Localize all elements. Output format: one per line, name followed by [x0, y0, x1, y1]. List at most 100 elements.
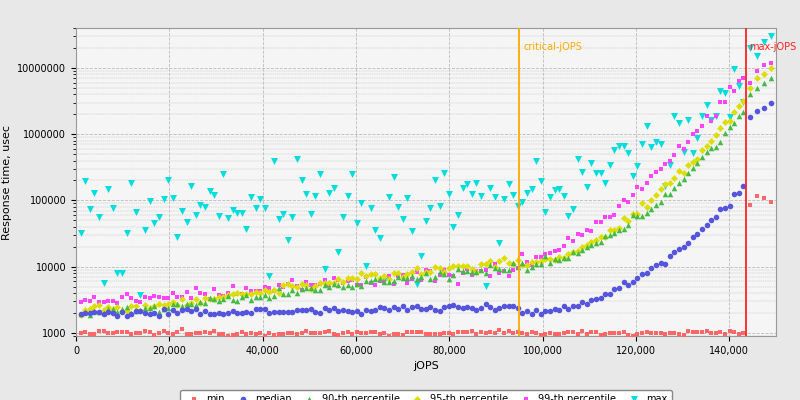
- 90-th percentile: [700, 148, 713, 155]
- median: [603, 291, 616, 297]
- min: [148, 332, 161, 338]
- max: [526, 185, 538, 192]
- 90-th percentile: [98, 310, 110, 316]
- max: [765, 33, 778, 40]
- max: [571, 156, 584, 163]
- 99-th percentile: [594, 219, 607, 225]
- median: [571, 303, 584, 309]
- 99-th percentile: [83, 298, 96, 304]
- 95-th percentile: [355, 270, 368, 276]
- 99-th percentile: [130, 298, 142, 304]
- 99-th percentile: [603, 214, 616, 220]
- 90-th percentile: [618, 226, 630, 232]
- median: [415, 306, 428, 312]
- max: [758, 38, 770, 45]
- median: [130, 308, 142, 314]
- min: [677, 332, 690, 338]
- max: [626, 172, 639, 179]
- median: [190, 305, 202, 312]
- median: [230, 310, 243, 316]
- min: [295, 329, 308, 336]
- 95-th percentile: [548, 256, 561, 263]
- min: [245, 330, 258, 336]
- max: [102, 186, 114, 192]
- median: [507, 302, 520, 309]
- 90-th percentile: [452, 266, 465, 273]
- min: [120, 329, 133, 335]
- Y-axis label: Response time, usec: Response time, usec: [2, 124, 12, 240]
- min: [226, 332, 239, 338]
- 90-th percentile: [566, 249, 579, 255]
- 90-th percentile: [590, 240, 602, 246]
- min: [355, 330, 368, 336]
- max: [359, 263, 372, 270]
- max: [650, 139, 662, 145]
- median: [194, 310, 206, 317]
- 99-th percentile: [337, 280, 350, 286]
- max: [645, 144, 658, 151]
- 99-th percentile: [116, 294, 129, 300]
- 90-th percentile: [290, 290, 303, 297]
- 90-th percentile: [507, 260, 520, 266]
- min: [576, 328, 589, 334]
- max: [116, 270, 129, 276]
- 99-th percentile: [470, 268, 483, 274]
- max: [134, 292, 147, 298]
- min: [166, 330, 179, 337]
- median: [203, 310, 216, 317]
- 99-th percentile: [728, 88, 741, 95]
- X-axis label: jOPS: jOPS: [413, 361, 439, 371]
- 90-th percentile: [516, 260, 529, 266]
- max: [673, 120, 686, 126]
- max: [143, 197, 156, 204]
- min: [562, 328, 575, 335]
- 90-th percentile: [732, 113, 745, 119]
- median: [516, 310, 529, 316]
- 90-th percentile: [116, 306, 129, 312]
- median: [714, 206, 726, 212]
- 99-th percentile: [452, 280, 465, 287]
- median: [267, 309, 280, 316]
- 90-th percentile: [148, 302, 161, 309]
- Text: critical-jOPS: critical-jOPS: [523, 42, 582, 52]
- min: [700, 328, 713, 335]
- median: [452, 304, 465, 310]
- 90-th percentile: [134, 307, 147, 314]
- median: [116, 309, 129, 315]
- 90-th percentile: [267, 293, 280, 300]
- max: [539, 209, 552, 215]
- max: [346, 171, 358, 177]
- 99-th percentile: [484, 273, 497, 279]
- 95-th percentile: [640, 203, 653, 210]
- 95-th percentile: [166, 298, 179, 305]
- min: [212, 330, 225, 337]
- 90-th percentile: [180, 301, 193, 307]
- median: [737, 182, 750, 189]
- 90-th percentile: [277, 291, 290, 298]
- min: [558, 330, 570, 336]
- 99-th percentile: [581, 227, 594, 234]
- 90-th percentile: [650, 202, 662, 208]
- 99-th percentile: [290, 283, 303, 289]
- max: [295, 177, 308, 183]
- 90-th percentile: [429, 274, 442, 280]
- median: [198, 308, 211, 314]
- 99-th percentile: [93, 298, 106, 305]
- max: [83, 206, 96, 212]
- median: [489, 307, 502, 314]
- min: [359, 330, 372, 336]
- median: [438, 303, 450, 310]
- median: [134, 308, 147, 314]
- median: [286, 309, 298, 316]
- max: [558, 193, 570, 199]
- median: [636, 271, 649, 277]
- 95-th percentile: [714, 125, 726, 132]
- 99-th percentile: [636, 186, 649, 192]
- 95-th percentile: [116, 308, 129, 314]
- max: [272, 216, 285, 223]
- 99-th percentile: [442, 271, 455, 278]
- 90-th percentile: [447, 272, 460, 278]
- max: [258, 205, 271, 211]
- 99-th percentile: [751, 68, 764, 74]
- 99-th percentile: [74, 299, 87, 305]
